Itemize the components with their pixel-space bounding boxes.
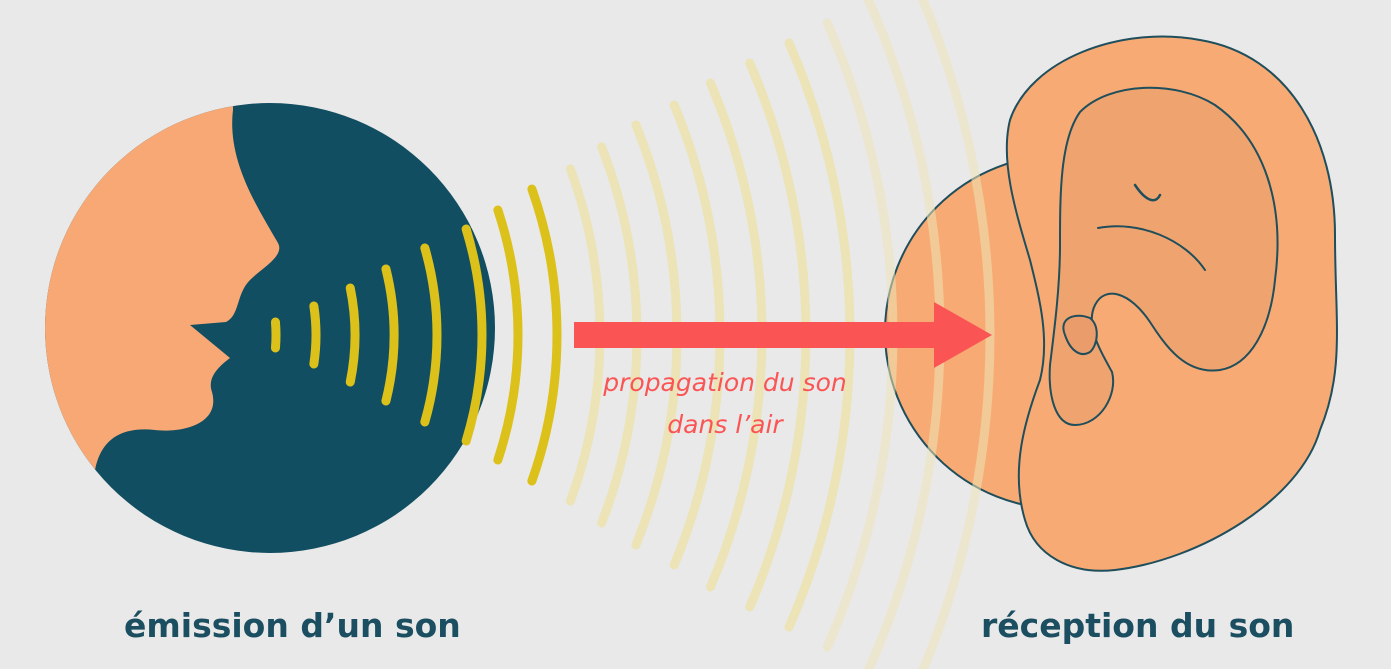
propagation-label-line2: dans l’air xyxy=(667,410,783,439)
propagation-arrow-icon xyxy=(574,302,992,368)
sound-wave-arc xyxy=(461,224,487,446)
sound-wave-arc xyxy=(309,301,321,369)
sound-wave-arc xyxy=(381,264,399,406)
caption-emission: émission d’un son xyxy=(124,606,461,645)
speaking-head-icon xyxy=(45,103,495,553)
sound-wave-arc xyxy=(420,243,442,427)
sound-wave-arc xyxy=(345,283,360,387)
caption-reception: réception du son xyxy=(981,606,1295,645)
ear-icon xyxy=(884,35,1338,572)
sound-wave-arc xyxy=(527,184,562,486)
sound-wave-arc xyxy=(493,205,523,465)
sound-wave-arc xyxy=(270,317,281,353)
propagation-label-line1: propagation du son xyxy=(603,368,847,397)
